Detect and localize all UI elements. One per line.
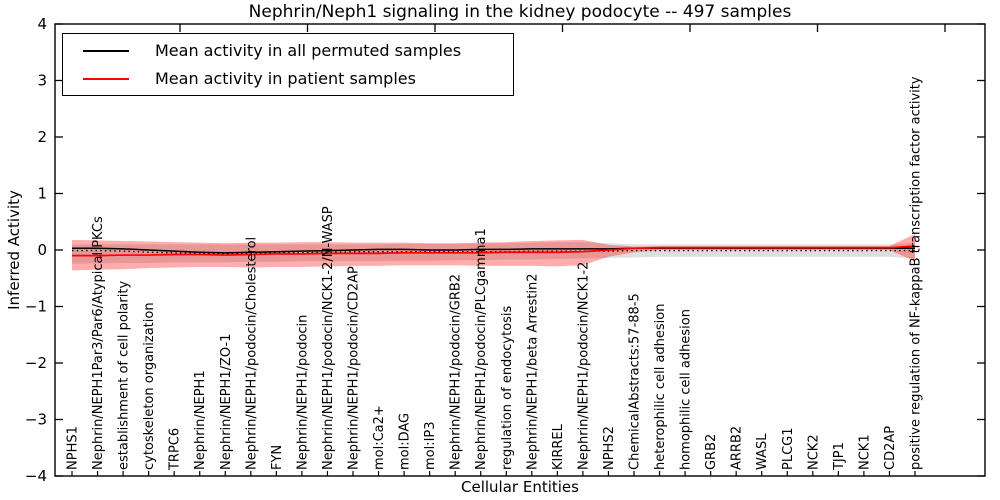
x-tick-label: homophilic cell adhesion (679, 309, 694, 470)
y-tick-label: −1 (25, 298, 47, 316)
legend-label-permuted: Mean activity in all permuted samples (155, 41, 462, 60)
x-tick-label: establishment of cell polarity (117, 281, 132, 470)
legend-entry-patient: Mean activity in patient samples (75, 69, 503, 88)
x-tick-label: Nephrin/NEPH1/podocin/GRB2 (449, 274, 464, 470)
x-tick-label: NCK2 (806, 434, 821, 470)
y-tick-label: 1 (37, 185, 47, 203)
x-tick-label: mol:DAG (398, 413, 413, 470)
x-tick-label: KIRREL (551, 423, 566, 470)
x-tick-label: CD2AP (883, 426, 898, 470)
x-tick-label: mol:IP3 (423, 421, 438, 470)
x-tick-label: PLCG1 (781, 427, 796, 470)
x-tick-label: Nephrin/NEPH1/ZO-1 (219, 334, 234, 470)
y-tick-label: 4 (37, 15, 47, 33)
y-tick-label: 2 (37, 128, 47, 146)
x-tick-label: Nephrin/NEPH1/podocin/NCK1-2/N-WASP (321, 206, 336, 470)
x-tick-label: mol:Ca2+ (372, 405, 387, 470)
x-tick-label: positive regulation of NF-kappaB transcr… (909, 76, 924, 470)
x-tick-label: TJP1 (832, 442, 847, 471)
x-tick-label: FYN (270, 445, 285, 470)
permuted-line-swatch (83, 49, 129, 52)
x-tick-label: Nephrin/NEPH1/podocin/PLCgamma1 (474, 228, 489, 470)
x-tick-label: NCK1 (857, 434, 872, 470)
legend-entry-permuted: Mean activity in all permuted samples (75, 41, 503, 60)
x-tick-label: Nephrin/NEPH1/podocin (295, 315, 310, 470)
y-tick-label: −2 (25, 354, 47, 372)
y-tick-label: −3 (25, 411, 47, 429)
x-tick-label: Nephrin/NEPH1/beta Arrestin2 (525, 274, 540, 471)
x-tick-label: regulation of endocytosis (500, 305, 515, 470)
x-tick-label: cytoskeleton organization (142, 302, 157, 470)
y-tick-label: 3 (37, 72, 47, 90)
x-tick-label: ARRB2 (730, 426, 745, 470)
x-tick-label: heterophilic cell adhesion (653, 304, 668, 471)
patient-line-swatch (83, 77, 129, 80)
y-tick-label: 0 (37, 241, 47, 259)
x-tick-label: ChemicalAbstracts:57-88-5 (628, 293, 643, 470)
x-tick-label: Nephrin/NEPH1/podocin/NCK1-2 (576, 262, 591, 470)
x-tick-label: NPHS1 (66, 426, 81, 470)
x-tick-label: NPHS2 (602, 426, 617, 470)
x-tick-label: WASL (755, 433, 770, 470)
x-axis-label: Cellular Entities (461, 478, 579, 496)
patient-mean-line (72, 245, 916, 257)
x-tick-label: Nephrin/NEPH1 (193, 370, 208, 470)
x-tick-label: Nephrin/NEPH1/podocin/Cholesterol (244, 237, 259, 470)
y-tick-label: −4 (25, 467, 47, 485)
legend-label-patient: Mean activity in patient samples (155, 69, 416, 88)
x-tick-label: Nephrin/NEPH1Par3/Par6/Atypical PKCs (91, 216, 106, 470)
chart-title: Nephrin/Neph1 signaling in the kidney po… (248, 2, 792, 22)
legend-box: Mean activity in all permuted samples Me… (62, 33, 514, 96)
x-tick-label: GRB2 (704, 434, 719, 470)
y-axis-label: Inferred Activity (5, 190, 23, 310)
x-tick-label: TRPC6 (168, 428, 183, 471)
x-tick-label: Nephrin/NEPH1/podocin/CD2AP (347, 266, 362, 470)
